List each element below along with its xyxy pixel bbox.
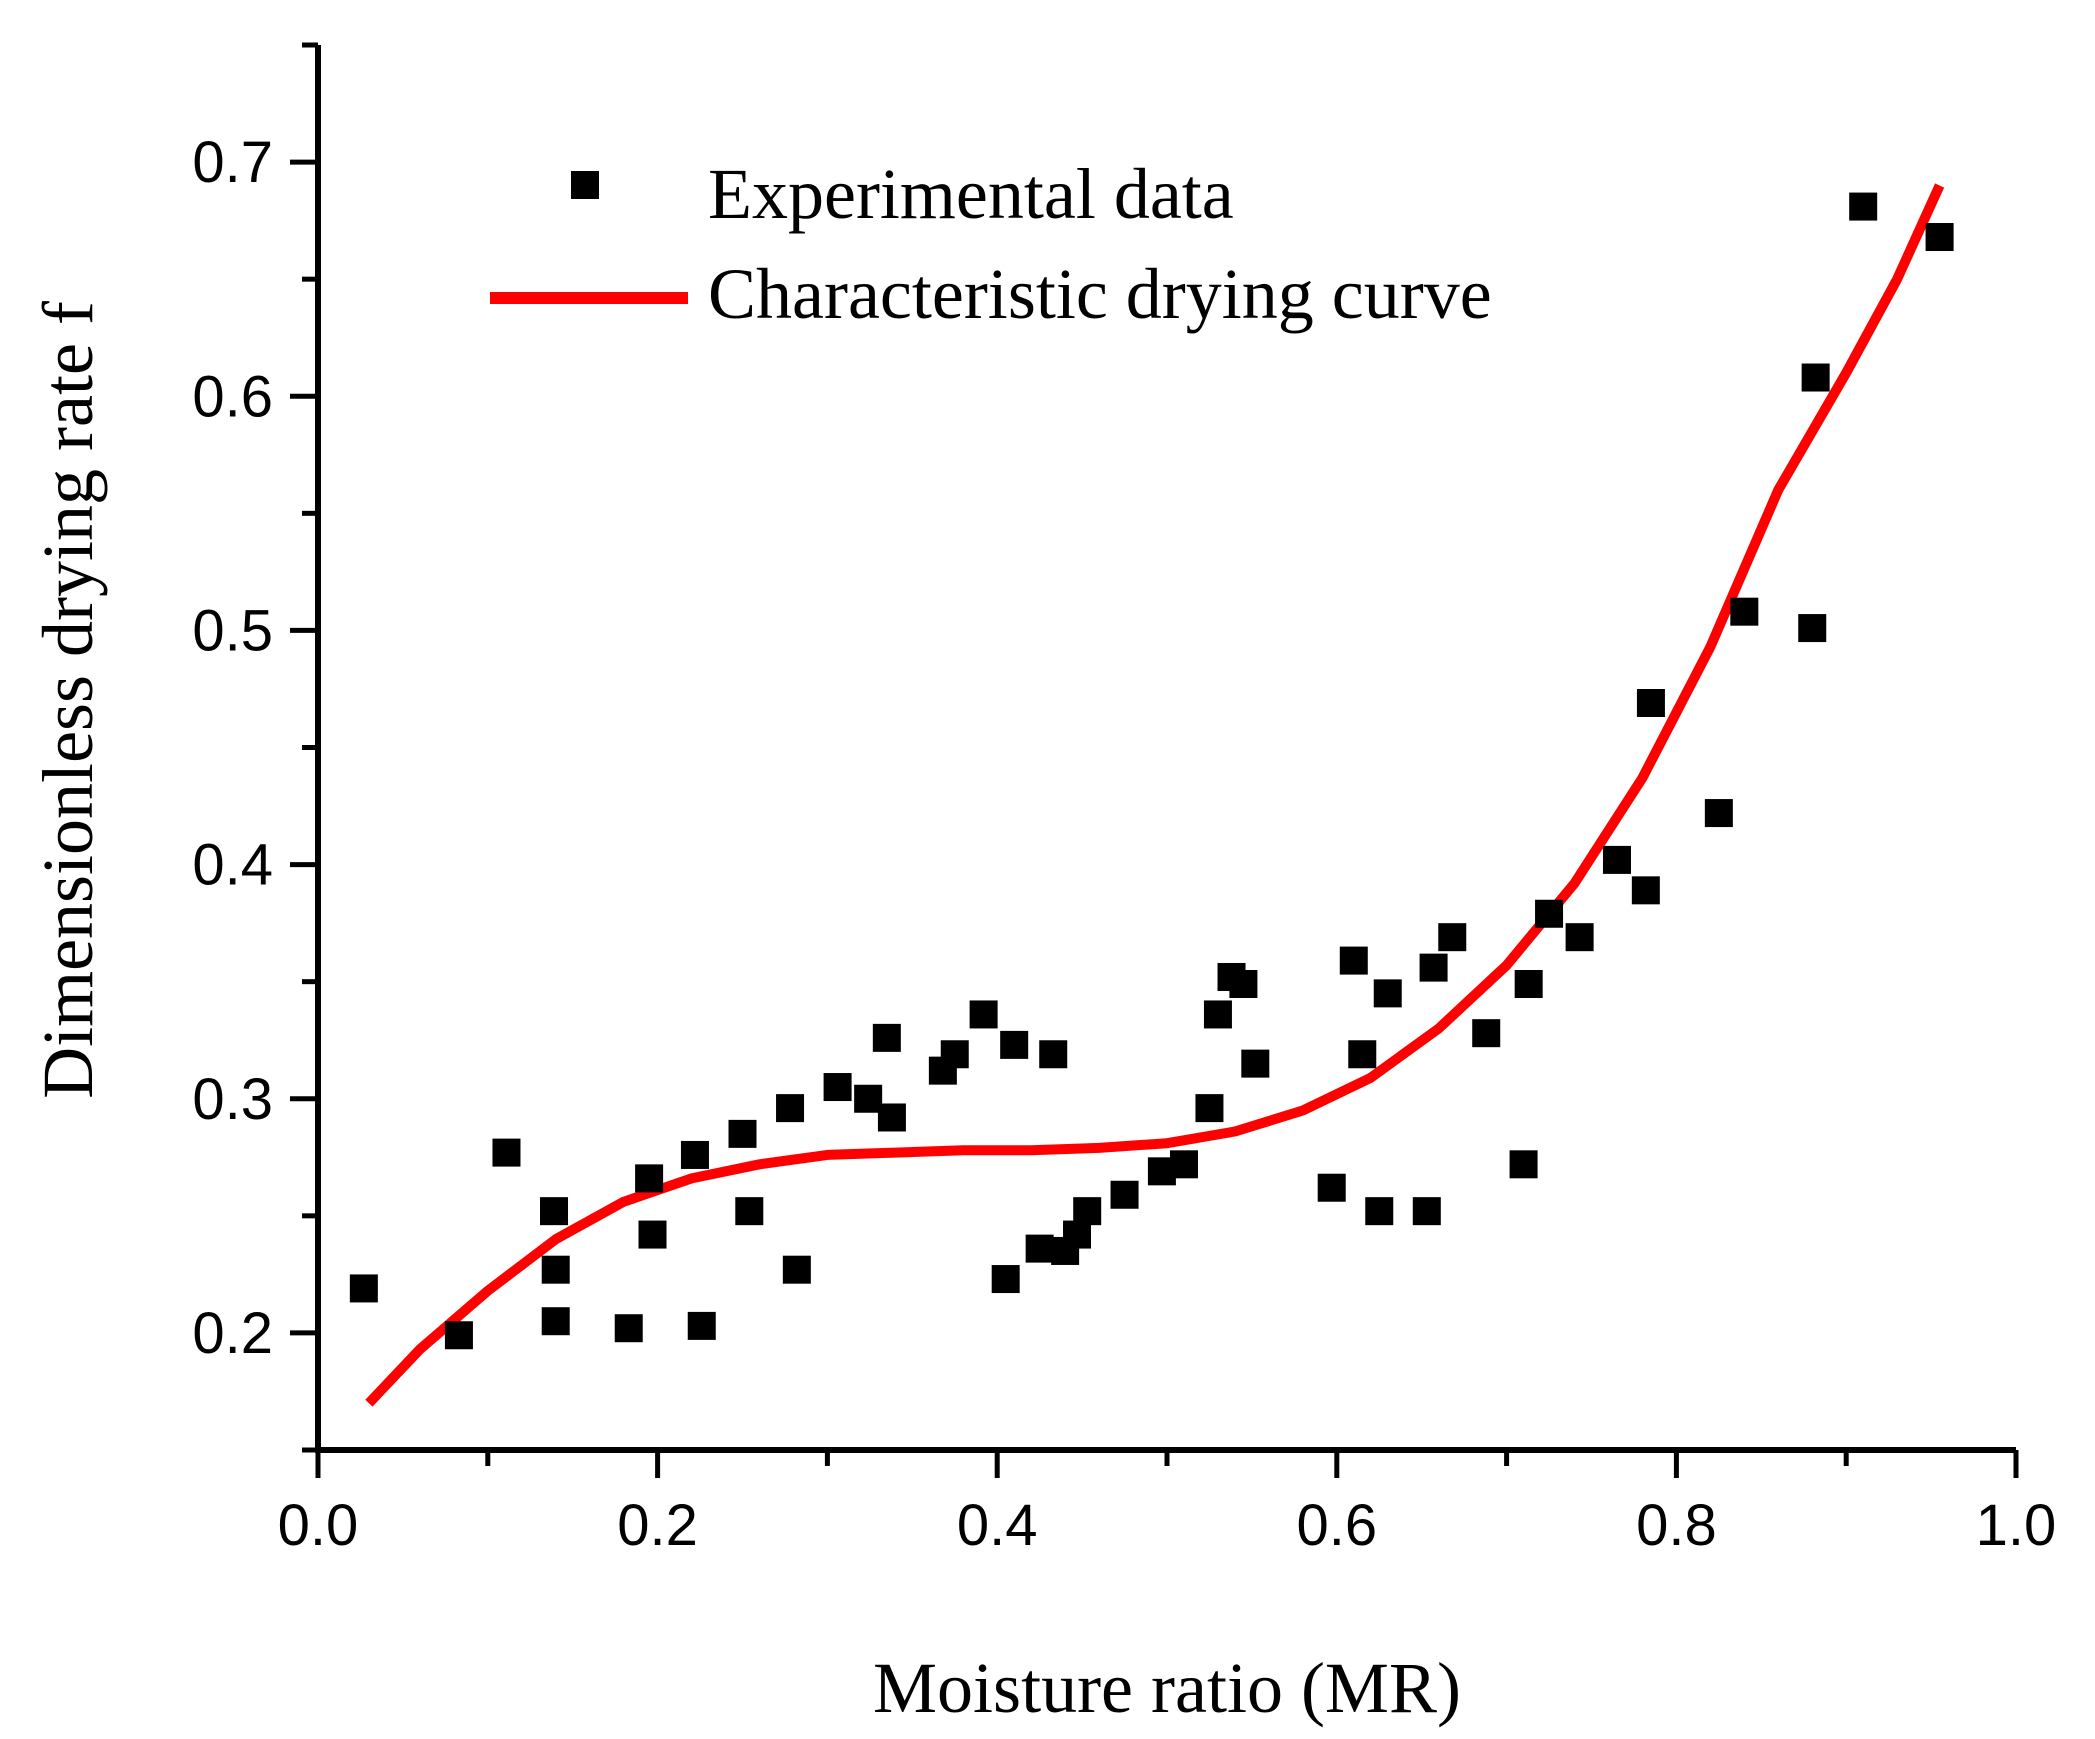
data-point <box>735 1197 764 1226</box>
curve-layer <box>365 183 1945 1407</box>
data-point <box>1438 923 1467 952</box>
data-point <box>1063 1220 1092 1249</box>
data-point <box>854 1084 883 1113</box>
legend: Experimental data Characteristic drying … <box>490 154 1492 334</box>
data-point <box>614 1314 643 1343</box>
data-point <box>1412 1197 1441 1226</box>
data-point <box>1925 223 1954 252</box>
data-point <box>1339 946 1368 975</box>
data-point <box>728 1119 757 1148</box>
data-point <box>782 1255 811 1284</box>
data-point <box>540 1197 569 1226</box>
y-tick-label: 0.6 <box>192 364 273 429</box>
x-tick-label: 0.0 <box>278 1493 359 1558</box>
data-point <box>1073 1197 1102 1226</box>
x-tick-label: 1.0 <box>1976 1493 2057 1558</box>
data-point <box>680 1140 709 1169</box>
data-point <box>872 1023 901 1052</box>
data-point <box>991 1265 1020 1294</box>
y-axis-title: Dimensionless drying rate f <box>28 301 108 1099</box>
data-point <box>1195 1094 1224 1123</box>
data-point <box>1229 970 1258 999</box>
characteristic-curve-line <box>365 183 1945 1407</box>
x-tick-label: 0.8 <box>1636 1493 1717 1558</box>
data-point <box>1801 363 1830 392</box>
data-point <box>1317 1173 1346 1202</box>
data-point <box>1039 1040 1068 1069</box>
y-tick-label: 0.7 <box>192 130 273 195</box>
data-point <box>1203 1000 1232 1029</box>
data-point <box>1509 1150 1538 1179</box>
data-point <box>541 1307 570 1336</box>
data-point <box>1704 799 1733 828</box>
data-point <box>687 1311 716 1340</box>
data-point <box>1110 1180 1139 1209</box>
data-point <box>541 1255 570 1284</box>
x-tick-label: 0.2 <box>617 1493 698 1558</box>
x-tick-label: 0.6 <box>1296 1493 1377 1558</box>
data-point <box>940 1040 969 1069</box>
y-tick-label: 0.2 <box>192 1301 273 1366</box>
data-point <box>1514 970 1543 999</box>
data-point <box>635 1164 664 1193</box>
y-tick-label: 0.5 <box>192 598 273 663</box>
y-tick-label: 0.3 <box>192 1067 273 1132</box>
data-point <box>638 1220 667 1249</box>
y-tick-label: 0.4 <box>192 833 273 898</box>
data-point <box>444 1321 473 1350</box>
data-point <box>1798 614 1827 643</box>
data-point <box>1348 1040 1377 1069</box>
data-point <box>1169 1150 1198 1179</box>
legend-square-marker <box>571 171 599 199</box>
data-point <box>1365 1197 1394 1226</box>
data-point <box>349 1274 378 1303</box>
data-point <box>1419 953 1448 982</box>
data-point <box>969 1000 998 1029</box>
x-axis-ticks: 0.0 0.2 0.4 0.6 0.8 1.0 <box>278 1450 2057 1558</box>
data-point <box>1849 192 1878 221</box>
data-point <box>1373 979 1402 1008</box>
data-point <box>1025 1234 1054 1263</box>
data-point <box>823 1073 852 1102</box>
points-layer <box>349 192 1954 1350</box>
data-point <box>1241 1049 1270 1078</box>
legend-label-curve: Characteristic drying curve <box>708 254 1492 334</box>
data-point <box>1636 689 1665 718</box>
data-point <box>877 1103 906 1132</box>
data-point <box>492 1138 521 1167</box>
x-tick-label: 0.4 <box>957 1493 1038 1558</box>
data-point <box>1000 1030 1029 1059</box>
data-point <box>1472 1019 1501 1048</box>
data-point <box>1602 845 1631 874</box>
y-axis-ticks: 0.2 0.3 0.4 0.5 0.6 0.7 <box>192 42 318 1453</box>
legend-label-experimental: Experimental data <box>708 154 1234 234</box>
data-point <box>1535 899 1564 928</box>
data-point <box>1565 923 1594 952</box>
data-point <box>1730 597 1759 626</box>
x-axis-title: Moisture ratio (MR) <box>873 1648 1461 1728</box>
data-point <box>776 1094 805 1123</box>
data-point <box>1631 876 1660 905</box>
